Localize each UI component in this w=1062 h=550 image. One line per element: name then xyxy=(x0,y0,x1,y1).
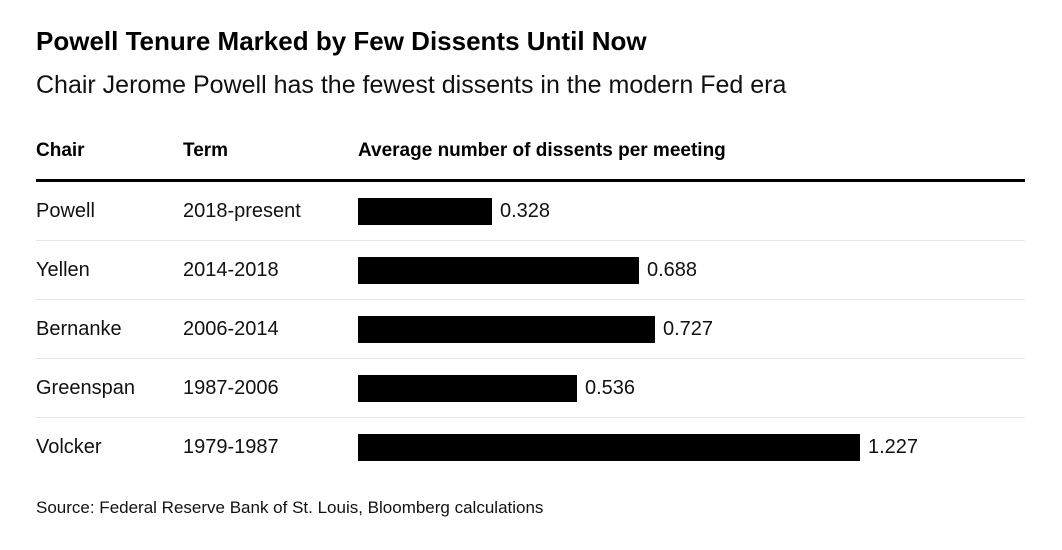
bar-cell: 0.328 xyxy=(358,197,1025,225)
chair-label: Bernanke xyxy=(36,317,122,340)
chair-label: Powell xyxy=(36,199,95,222)
bar-cell: 1.227 xyxy=(358,434,1025,462)
bar-cell: 0.536 xyxy=(358,374,1025,402)
dissents-table: Chair Term Average number of dissents pe… xyxy=(36,140,1025,477)
bar-yellen xyxy=(358,256,639,284)
bar-value-label: 0.328 xyxy=(500,199,551,222)
term-label: 2006-2014 xyxy=(183,317,279,340)
bar-value-label: 0.727 xyxy=(663,317,714,340)
bar-powell xyxy=(358,197,492,225)
term-label: 1987-2006 xyxy=(183,376,279,399)
table-row-powell: Powell 2018-present 0.328 xyxy=(36,182,1025,242)
bar-cell: 0.688 xyxy=(358,256,1025,284)
term-label: 2014-2018 xyxy=(183,258,279,281)
chart-page: Powell Tenure Marked by Few Dissents Unt… xyxy=(36,26,1025,518)
table-row-yellen: Yellen 2014-2018 0.688 xyxy=(36,241,1025,301)
term-label: 1979-1987 xyxy=(183,436,279,459)
bar-cell: 0.727 xyxy=(358,315,1025,343)
table-row-greenspan: Greenspan 1987-2006 0.536 xyxy=(36,359,1025,419)
table-header-row: Chair Term Average number of dissents pe… xyxy=(36,140,1025,183)
bar-bernanke xyxy=(358,315,655,343)
term-label: 2018-present xyxy=(183,199,301,222)
column-header-term: Term xyxy=(183,140,229,162)
bar-greenspan xyxy=(358,374,577,402)
bar-value-label: 0.688 xyxy=(647,258,698,281)
column-header-metric: Average number of dissents per meeting xyxy=(358,140,726,162)
bar-value-label: 0.536 xyxy=(585,376,636,399)
chair-label: Yellen xyxy=(36,258,90,281)
bar-volcker xyxy=(358,434,860,462)
chart-title: Powell Tenure Marked by Few Dissents Unt… xyxy=(36,26,647,56)
column-header-chair: Chair xyxy=(36,140,85,162)
table-row-volcker: Volcker 1979-1987 1.227 xyxy=(36,418,1025,477)
bar-value-label: 1.227 xyxy=(868,436,919,459)
table-row-bernanke: Bernanke 2006-2014 0.727 xyxy=(36,300,1025,360)
source-note: Source: Federal Reserve Bank of St. Loui… xyxy=(36,498,544,518)
chair-label: Volcker xyxy=(36,436,102,459)
chair-label: Greenspan xyxy=(36,376,135,399)
chart-subtitle: Chair Jerome Powell has the fewest disse… xyxy=(36,71,787,100)
